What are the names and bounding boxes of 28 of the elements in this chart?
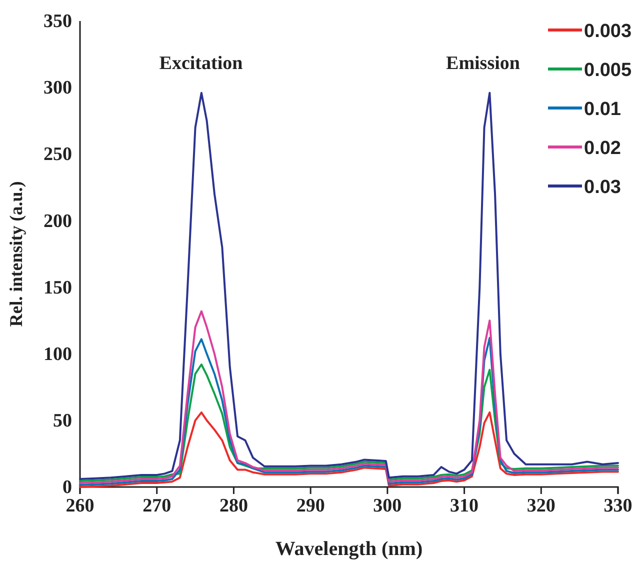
legend-label: 0.03 [584, 177, 621, 198]
annotation: Emission [446, 53, 520, 74]
y-tick-label: 350 [44, 11, 72, 32]
y-tick-label: 300 [44, 78, 72, 99]
line-series [79, 310, 619, 484]
x-tick-label: 310 [450, 495, 479, 516]
legend-label: 0.005 [584, 60, 632, 81]
y-tick-label: 50 [53, 410, 72, 432]
x-tick-label: 330 [604, 495, 632, 516]
legend-label: 0.01 [584, 99, 622, 120]
y-axis-title: Rel. intensity (a.u.) [6, 181, 26, 327]
x-tick-label: 290 [296, 495, 325, 516]
y-tick-label: 250 [44, 144, 72, 166]
x-tick-label: 320 [526, 495, 556, 516]
legend-label: 0.02 [584, 138, 621, 159]
x-tick-label: 280 [219, 495, 248, 516]
line-series [79, 411, 619, 488]
line-series [79, 364, 619, 482]
x-tick-label: 300 [373, 495, 402, 516]
y-tick-label: 200 [44, 210, 72, 232]
legend-label: 0.003 [584, 21, 632, 42]
line-series [79, 92, 619, 480]
x-axis-title: Wavelength (nm) [275, 538, 423, 560]
annotation: Excitation [159, 53, 244, 74]
x-tick-label: 270 [142, 495, 172, 516]
line-series [79, 336, 619, 486]
y-tick-label: 150 [44, 277, 72, 298]
y-tick-label: 100 [44, 344, 72, 365]
